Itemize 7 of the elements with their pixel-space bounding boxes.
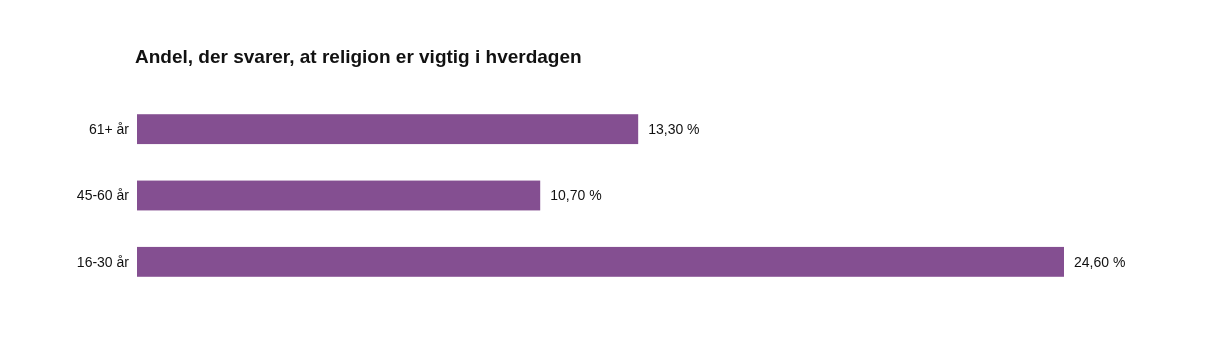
y-tick-label: 16-30 år — [76, 253, 130, 270]
data-label: 10,70 % — [550, 187, 602, 204]
y-tick-label: 61+ år — [88, 121, 130, 138]
data-label: 13,30 % — [648, 121, 700, 138]
y-tick-label: 45-60 år — [76, 187, 130, 204]
data-label: 24,60 % — [1074, 253, 1126, 270]
chart-title: Andel, der svarer, at religion er vigtig i hverdagen — [135, 46, 582, 67]
